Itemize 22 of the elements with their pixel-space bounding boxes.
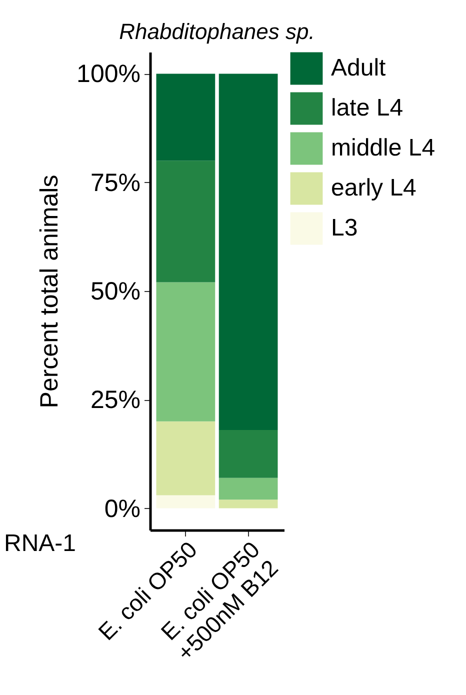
chart-title: Rhabditophanes sp. [119, 19, 315, 44]
text: RNA-1 [4, 530, 76, 558]
bar [156, 282, 216, 422]
bar [156, 160, 216, 282]
y-tick-label: 25% [90, 386, 140, 414]
legend-label: early L4 [331, 174, 416, 202]
bar [218, 500, 278, 508]
y-tick-label: 50% [90, 278, 140, 306]
y-axis-title: Percent total animals [36, 174, 64, 408]
bar [218, 74, 278, 430]
bar [156, 421, 216, 496]
legend-label: L3 [331, 214, 358, 242]
y-tick-label: 100% [76, 60, 140, 88]
y-tick-label: 75% [90, 168, 140, 197]
legend-label: Adult [331, 54, 386, 82]
bar [156, 74, 216, 161]
legend-label: middle L4 [331, 134, 436, 162]
bar [218, 430, 278, 478]
legend-label: late L4 [331, 94, 404, 122]
bar [218, 478, 278, 500]
y-tick-label: 0% [104, 494, 140, 523]
bar [156, 495, 216, 508]
